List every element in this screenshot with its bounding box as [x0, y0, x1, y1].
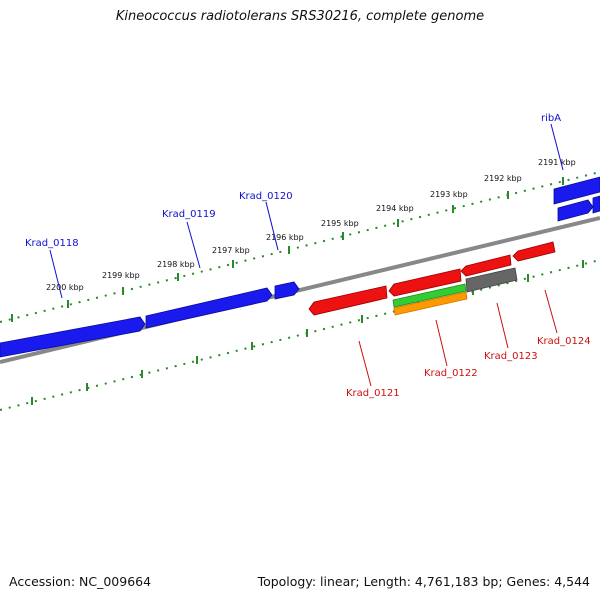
topology-label: Topology: linear; Length: 4,761,183 bp; …: [257, 574, 590, 589]
kbp-label: 2198 kbp: [157, 260, 195, 269]
gene-krad-0120-arrow: [274, 281, 300, 300]
kbp-label: 2197 kbp: [212, 246, 250, 255]
gene-label-krad-0122: Krad_0122: [424, 368, 478, 379]
gene-label-krad-0120: Krad_0120: [239, 191, 293, 202]
gene-label-krad-0123: Krad_0123: [484, 351, 538, 362]
gene-label-krad-0121: Krad_0121: [346, 388, 400, 399]
forward-genes: [0, 176, 600, 358]
map-title: Kineococcus radiotolerans SRS30216, comp…: [115, 9, 485, 24]
reverse-leader-lines: [358, 289, 558, 387]
ruler-ticks-upper: [11, 177, 564, 322]
kbp-label: 2196 kbp: [266, 233, 304, 242]
gene-krad-0119-arrow: [145, 287, 273, 329]
gene-label-krad-0118: Krad_0118: [25, 238, 79, 249]
feature-gray-bar: [465, 267, 518, 293]
gene-label-krad-0119: Krad_0119: [162, 209, 216, 220]
kbp-label: 2193 kbp: [430, 190, 468, 199]
kbp-label: 2191 kbp: [538, 158, 576, 167]
gene-edge-arrow: [592, 195, 600, 214]
gene-krad-0123-arrow: [460, 254, 512, 277]
kbp-label: 2195 kbp: [321, 219, 359, 228]
gene-riba-next-arrow: [557, 199, 594, 222]
gene-krad-0124-arrow: [512, 241, 556, 262]
kbp-label: 2192 kbp: [484, 174, 522, 183]
ruler-dots-upper: [0, 171, 600, 323]
feature-orange-bar: [393, 291, 468, 316]
gene-krad-0118-arrow: [0, 316, 146, 358]
gene-krad-0122-arrow: [388, 268, 462, 297]
gene-riba-arrow: [553, 176, 600, 205]
gene-label-krad-0124: Krad_0124: [537, 336, 591, 347]
gene-label-riba: ribA: [541, 113, 561, 124]
gene-krad-0121-arrow: [308, 285, 388, 316]
kbp-label: 2200 kbp: [46, 283, 84, 292]
feature-green-bar: [392, 283, 467, 308]
accession-label: Accession: NC_009664: [9, 574, 152, 589]
kbp-label: 2194 kbp: [376, 204, 414, 213]
forward-leader-lines: [49, 123, 564, 299]
genome-backbone: [0, 216, 600, 364]
kbp-label: 2199 kbp: [102, 271, 140, 280]
